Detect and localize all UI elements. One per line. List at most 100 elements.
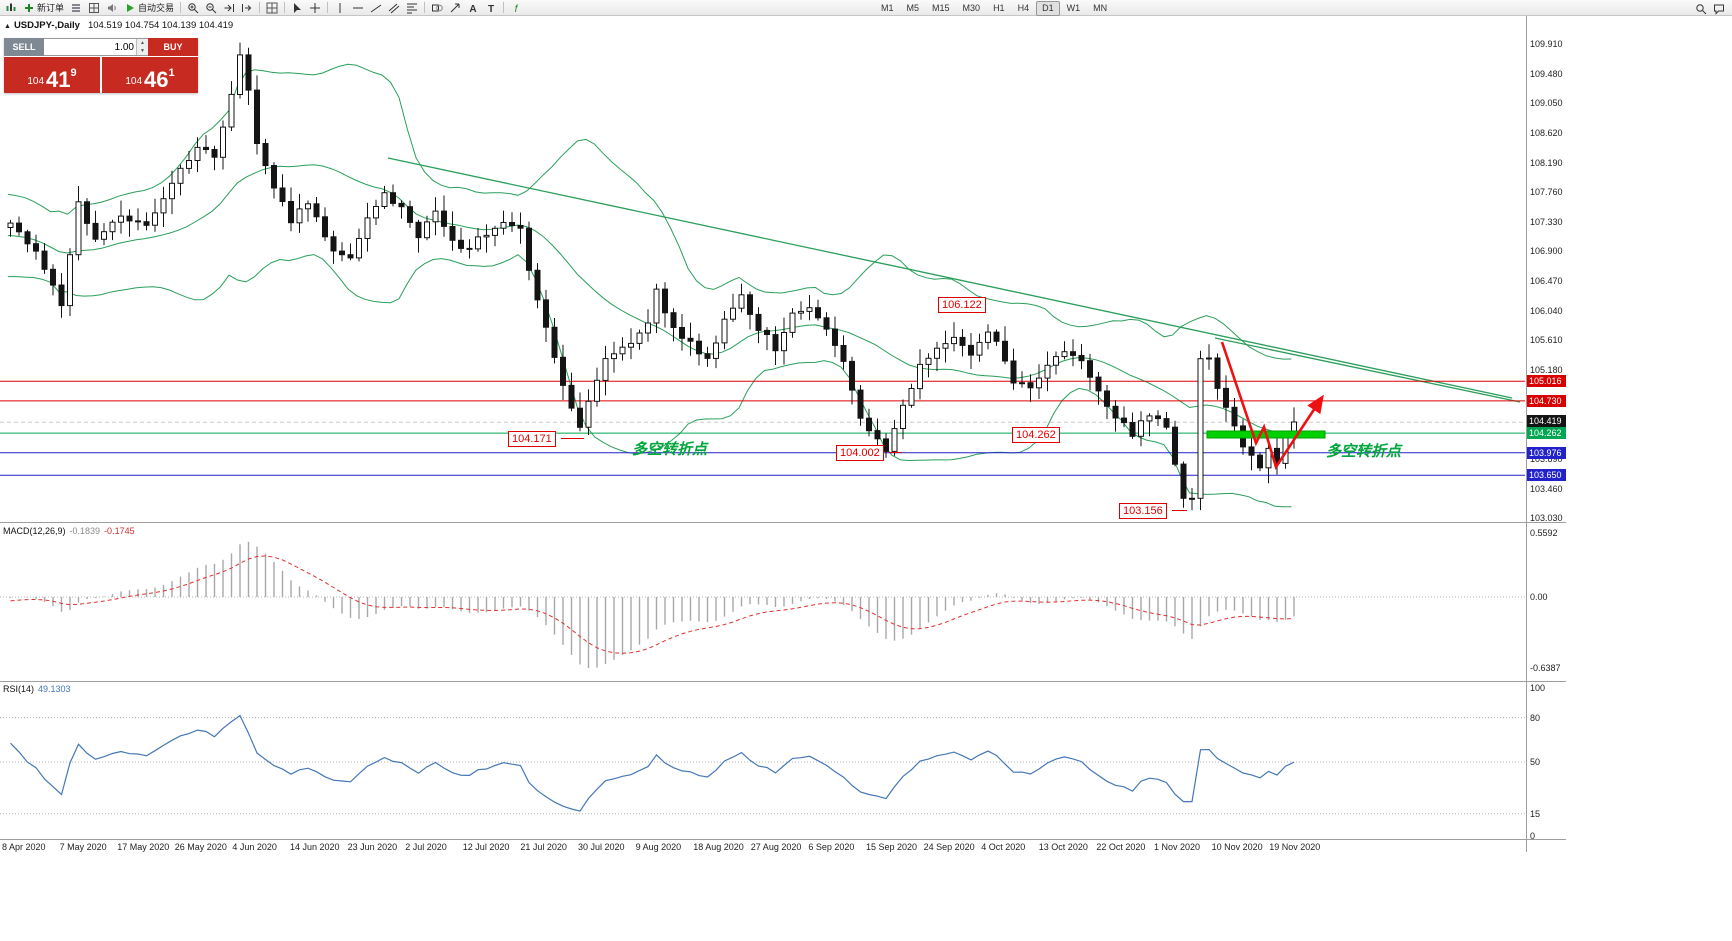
price-label[interactable]: 103.156: [1119, 503, 1167, 519]
new-order-button[interactable]: 新订单: [20, 0, 67, 16]
price-tag: 104.262: [1527, 427, 1566, 439]
date-axis-label: 27 Aug 2020: [750, 842, 802, 852]
price-label-leader: [561, 438, 584, 439]
auto-scroll-button[interactable]: [220, 0, 238, 16]
tile-windows-icon: [266, 2, 278, 13]
timeframe-w1-button[interactable]: W1: [1066, 3, 1081, 13]
data-window-button[interactable]: [85, 0, 103, 16]
toolbar-separator: [503, 2, 505, 13]
zoom-in-button[interactable]: [184, 0, 202, 16]
timeframe-m15-button[interactable]: M15: [932, 3, 950, 13]
indicator-scale-label: 80: [1530, 713, 1541, 723]
search-button[interactable]: [1692, 1, 1710, 17]
equidistant-channel-button[interactable]: [385, 0, 403, 16]
draw-arrows-button[interactable]: [446, 0, 464, 16]
annotation-text[interactable]: 多空转折点: [1326, 443, 1402, 460]
price-label[interactable]: 106.122: [938, 297, 986, 313]
auto-scroll-icon: [224, 3, 235, 12]
trendlines[interactable]: [387, 157, 1521, 403]
timeframe-h4-button[interactable]: H4: [1017, 3, 1030, 13]
date-axis-label: 17 May 2020: [117, 842, 170, 852]
insert-indicators-button[interactable]: f: [507, 0, 525, 16]
symbol-ohlc: 104.519 104.754 104.139 104.419: [87, 20, 234, 31]
community-button[interactable]: [1710, 1, 1728, 17]
one-click-toggle-icon[interactable]: ▲: [4, 23, 11, 30]
indicator-scale-label: 0.5592: [1530, 528, 1558, 538]
chart-shift-button[interactable]: [238, 0, 256, 16]
price-axis-label: 109.050: [1530, 98, 1563, 108]
candles-layer: [7, 42, 1297, 511]
timeframe-d1-button[interactable]: D1: [1036, 1, 1060, 16]
date-axis-label: 24 Sep 2020: [923, 842, 975, 852]
zoom-in-icon: [188, 2, 199, 13]
date-axis-label: 13 Oct 2020: [1038, 842, 1088, 852]
data-window-icon: [89, 2, 100, 13]
timeframe-mn-button[interactable]: MN: [1093, 3, 1108, 13]
date-axis-label: 23 Jun 2020: [347, 842, 398, 852]
price-axis-label: 105.180: [1530, 365, 1563, 375]
new-chart-button[interactable]: [2, 0, 20, 16]
price-tag: 103.650: [1527, 469, 1566, 481]
price-axis-label: 105.610: [1530, 335, 1563, 345]
price-label[interactable]: 104.262: [1012, 427, 1060, 443]
price-axis-label: 107.760: [1530, 187, 1563, 197]
toolbar-separator: [424, 2, 426, 13]
buy-button[interactable]: BUY: [148, 38, 198, 56]
zoom-out-button[interactable]: [202, 0, 220, 16]
volume-down-icon[interactable]: ▼: [137, 47, 148, 55]
trendline-button[interactable]: [367, 0, 385, 16]
bid-prefix: 104: [27, 76, 45, 87]
cursor-button[interactable]: [288, 0, 306, 16]
crosshair-button[interactable]: [306, 0, 324, 16]
ask-prefix: 104: [125, 76, 143, 87]
volume-input[interactable]: [44, 39, 136, 55]
timeframe-m1-button[interactable]: M1: [881, 3, 894, 13]
price-tag: 103.976: [1527, 447, 1566, 459]
market-watch-button[interactable]: [67, 0, 85, 16]
date-axis-label: 6 Sep 2020: [808, 842, 855, 852]
bid-sup: 9: [70, 67, 77, 79]
timeframe-m30-button[interactable]: M30: [962, 3, 981, 13]
vertical-line-button[interactable]: [331, 0, 349, 16]
bid-price-button[interactable]: 104 41 9: [4, 57, 100, 93]
rsi-header: RSI(14) 49.1303: [3, 684, 71, 694]
price-label[interactable]: 104.171: [508, 431, 556, 447]
timeframe-m5-button[interactable]: M5: [906, 3, 920, 13]
alerts-button[interactable]: [103, 0, 121, 16]
price-label[interactable]: 104.002: [836, 445, 884, 461]
ask-sup: 1: [168, 67, 175, 79]
horizontal-line-button[interactable]: [349, 0, 367, 16]
svg-text:f: f: [515, 4, 519, 14]
draw-shapes-button[interactable]: [428, 0, 446, 16]
alerts-icon: [108, 3, 116, 12]
auto-trading-icon: [127, 3, 135, 12]
auto-trading-button[interactable]: 自动交易: [121, 0, 177, 16]
indicator-scale-label: 0: [1530, 831, 1536, 841]
zigzag-arrow[interactable]: [1220, 341, 1324, 471]
timeframe-h1-button[interactable]: H1: [993, 3, 1005, 13]
tile-windows-button[interactable]: [263, 0, 281, 16]
panel-separators: [0, 16, 1566, 852]
draw-label-button[interactable]: T: [482, 0, 500, 16]
ask-price-button[interactable]: 104 46 1: [102, 57, 198, 93]
date-axis-label: 4 Jun 2020: [232, 842, 277, 852]
annotation-text[interactable]: 多空转折点: [632, 441, 708, 458]
price-axis-label: 106.040: [1530, 306, 1563, 316]
macd-hist-value: -0.1839: [69, 526, 101, 536]
sell-button[interactable]: SELL: [4, 38, 44, 56]
community-icon: [1714, 4, 1724, 15]
date-axis-label: 8 Apr 2020: [2, 842, 46, 852]
draw-text-button[interactable]: A: [464, 0, 482, 16]
date-axis-label: 18 Aug 2020: [693, 842, 744, 852]
date-axis-label: 19 Nov 2020: [1269, 842, 1321, 852]
macd-histogram: [9, 541, 1295, 668]
fibonacci-retracement-button[interactable]: [403, 0, 421, 16]
new-chart-icon: [6, 3, 16, 11]
crosshair-icon: [310, 2, 321, 13]
volume-up-icon[interactable]: ▲: [137, 39, 148, 47]
market-watch-icon: [72, 3, 81, 12]
zoom-out-icon: [206, 2, 217, 13]
